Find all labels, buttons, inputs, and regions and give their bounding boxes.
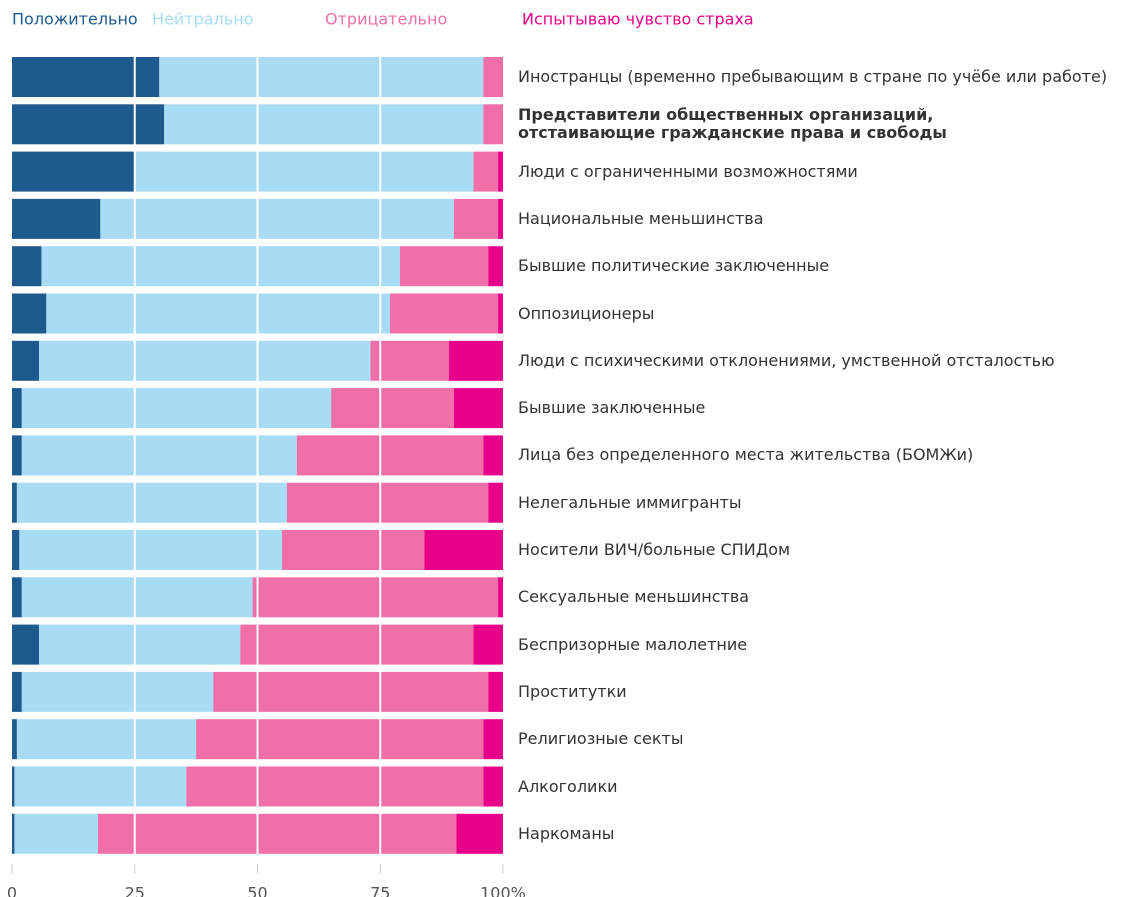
- bar-segment: [19, 530, 283, 570]
- bar-segment: [286, 482, 489, 523]
- bar-segment: [12, 340, 40, 381]
- bar-segment: [16, 482, 287, 523]
- bar-segment: [12, 57, 160, 97]
- bar-segment: [498, 577, 503, 618]
- category-label: Бывшие политические заключенные: [518, 256, 830, 276]
- bar-segment: [240, 624, 474, 665]
- legend-label: Положительно: [12, 10, 138, 29]
- bar-segment: [100, 198, 454, 239]
- x-tick-label: 25: [125, 883, 145, 897]
- bar-segment: [12, 435, 22, 476]
- bar-segment: [296, 435, 484, 476]
- bar-segment: [488, 671, 503, 712]
- x-tick-label: 50: [247, 883, 267, 897]
- bar-segment: [21, 577, 253, 618]
- bar-segment: [39, 340, 371, 381]
- category-label: Наркоманы: [518, 823, 615, 843]
- category-label: Люди с психическими отклонениями, умстве…: [518, 350, 1055, 370]
- bar-segment: [252, 577, 499, 618]
- bar-segment: [16, 719, 197, 760]
- bar-segment: [41, 246, 400, 287]
- bar-segment: [12, 104, 165, 145]
- bar-segment: [12, 624, 40, 665]
- bar-segment: [498, 293, 503, 334]
- bar-segment: [186, 766, 484, 807]
- bar-segment: [282, 530, 425, 570]
- bar-segment: [488, 482, 503, 523]
- bar-segment: [12, 198, 101, 239]
- bar-segment: [196, 719, 484, 760]
- bar-segment: [12, 151, 135, 192]
- bar-segment: [483, 766, 503, 807]
- bar-segment: [39, 624, 241, 665]
- legend-label: Испытываю чувство страха: [522, 10, 754, 29]
- bar-segment: [12, 671, 22, 712]
- bar-segment: [21, 671, 214, 712]
- bar-segment: [483, 435, 503, 476]
- category-label: Бывшие заключенные: [518, 398, 706, 418]
- category-label: Иностранцы (временно пребывающим в стран…: [518, 67, 1108, 86]
- category-label: Сексуальные меньшинства: [518, 587, 750, 607]
- bar-segment: [213, 671, 489, 712]
- bar-segment: [21, 388, 332, 429]
- bar-segment: [12, 246, 42, 287]
- bar-segment: [134, 151, 474, 192]
- bar-segment: [488, 246, 503, 287]
- bar-segment: [46, 293, 391, 334]
- category-label: Представители общественных организаций, …: [518, 105, 947, 143]
- bar-segment: [448, 340, 503, 381]
- bar-segment: [12, 482, 17, 523]
- bar-segment: [12, 530, 20, 570]
- category-label: Проститутки: [518, 681, 627, 701]
- bar-segment: [483, 719, 503, 760]
- bar-segment: [14, 813, 98, 854]
- bar-segment: [159, 57, 484, 97]
- bar-segment: [21, 435, 297, 476]
- bar-segment: [399, 246, 489, 287]
- category-label: Алкоголики: [518, 776, 618, 796]
- category-label: Носители ВИЧ/больные СПИДом: [518, 540, 791, 559]
- bar-segment: [12, 388, 22, 429]
- bar-segment: [12, 719, 17, 760]
- bar-segment: [12, 293, 47, 334]
- bar-segment: [14, 766, 187, 807]
- bar-segment: [498, 151, 503, 192]
- category-label: Беспризорные малолетние: [518, 634, 748, 654]
- bar-segment: [370, 340, 449, 381]
- bar-segment: [483, 57, 503, 97]
- bar-segment: [453, 198, 499, 239]
- legend-label: Отрицательно: [325, 10, 447, 29]
- bar-segment: [498, 198, 503, 239]
- bar-segment: [12, 577, 22, 618]
- bar-segment: [483, 104, 503, 145]
- bar-segment: [331, 388, 454, 429]
- bar-segment: [390, 293, 499, 334]
- x-tick-label: 0: [7, 883, 17, 897]
- category-label: Оппозиционеры: [518, 303, 655, 323]
- legend-label: Нейтрально: [152, 10, 253, 29]
- category-label: Лица без определенного места жительства …: [518, 445, 974, 465]
- category-label: Религиозные секты: [518, 729, 684, 749]
- bar-segment: [473, 151, 499, 192]
- x-tick-label: 75: [370, 883, 390, 897]
- bar-segment: [12, 766, 15, 807]
- category-label: Люди с ограниченными возможностями: [518, 161, 858, 181]
- category-label: Национальные меньшинства: [518, 208, 764, 228]
- bar-segment: [12, 813, 15, 854]
- bar-segment: [473, 624, 503, 665]
- bar-segment: [424, 530, 503, 570]
- bar-segment: [453, 388, 503, 429]
- x-tick-label: 100%: [480, 883, 526, 897]
- bar-segment: [97, 813, 457, 854]
- bar-segment: [456, 813, 503, 854]
- category-label: Нелегальные иммигранты: [518, 492, 742, 512]
- bar-segment: [164, 104, 484, 145]
